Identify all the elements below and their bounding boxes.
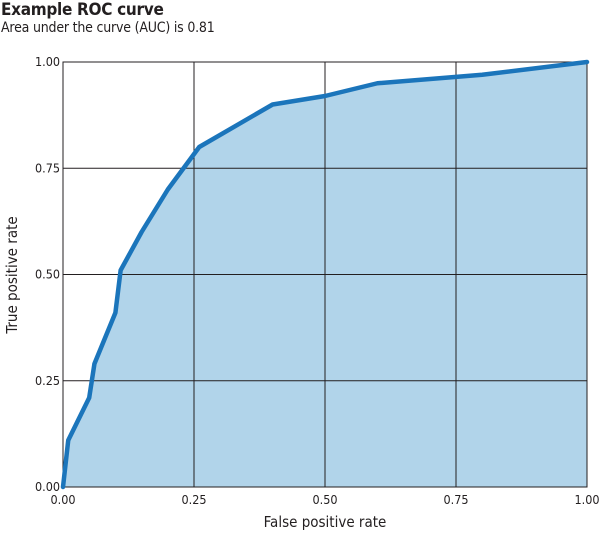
x-tick-label: 0.25	[181, 492, 206, 507]
x-tick-label: 0.50	[312, 492, 337, 507]
x-axis-label: False positive rate	[264, 513, 387, 531]
x-tick-label: 1.00	[574, 492, 599, 507]
chart-subtitle: Area under the curve (AUC) is 0.81	[1, 20, 215, 36]
y-axis-label: True positive rate	[3, 216, 21, 334]
x-tick-label: 0.75	[443, 492, 468, 507]
plot-border	[62, 61, 588, 488]
x-tick-label: 0.00	[50, 492, 75, 507]
y-tick-label: 0.00	[35, 479, 60, 494]
y-tick-label: 0.25	[35, 373, 60, 388]
chart-title: Example ROC curve	[1, 0, 164, 20]
roc-curve-line	[60, 59, 590, 490]
y-tick-label: 0.75	[35, 160, 60, 175]
y-tick-label: 1.00	[35, 54, 60, 69]
y-tick-label: 0.50	[35, 267, 60, 282]
